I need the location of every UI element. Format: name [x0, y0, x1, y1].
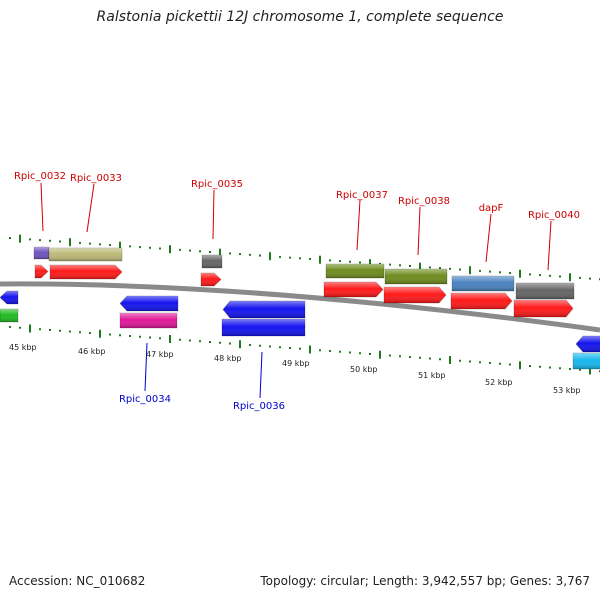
- topology-text: Topology: circular; Length: 3,942,557 bp…: [260, 574, 590, 588]
- gene-block-rpic-0037[interactable]: [325, 263, 385, 279]
- cds-arrow-rpic-0040[interactable]: [513, 299, 574, 318]
- leader-line: [259, 351, 263, 399]
- ruler-label: 53 kbp: [553, 386, 581, 395]
- leader-line: [417, 206, 421, 256]
- ruler-label: 46 kbp: [78, 347, 106, 356]
- leader-line: [485, 213, 492, 263]
- gene-block-rpic-0034[interactable]: [119, 312, 178, 329]
- gene-block-rpic-0035[interactable]: [201, 254, 223, 269]
- gene-label-forward[interactable]: dapF: [479, 203, 504, 214]
- gene-features: [0, 246, 600, 370]
- cds-arrow-left-edge[interactable]: [0, 290, 19, 305]
- lower-ruler-ticks: [9, 324, 600, 375]
- leader-line: [547, 220, 552, 271]
- gene-label-forward[interactable]: Rpic_0035: [191, 179, 243, 190]
- gene-block-rpic-0036[interactable]: [221, 318, 306, 337]
- gene-block-right-edge[interactable]: [572, 352, 600, 370]
- leader-line: [144, 342, 148, 392]
- map-title: Ralstonia pickettii 12J chromosome 1, co…: [96, 9, 504, 25]
- ruler-label: 49 kbp: [282, 359, 310, 368]
- leader-line: [212, 189, 215, 240]
- cds-arrow-dapf[interactable]: [450, 292, 513, 310]
- cds-arrow-rpic-0034[interactable]: [119, 295, 179, 312]
- leader-line: [40, 182, 44, 232]
- gene-block-rpic-0032[interactable]: [33, 246, 50, 260]
- gene-label-reverse[interactable]: Rpic_0036: [233, 401, 285, 412]
- label-leader-lines: [40, 182, 552, 399]
- chromosome-backbone: [0, 281, 600, 333]
- gene-block-rpic-0038[interactable]: [384, 268, 448, 285]
- ruler-labels: 45 kbp 46 kbp 47 kbp 48 kbp 49 kbp 50 kbp 51 k…: [9, 343, 581, 395]
- cds-arrow-rpic-0037[interactable]: [323, 281, 384, 298]
- gene-labels: Rpic_0032 Rpic_0033 Rpic_0035 Rpic_0037 Rpic…: [14, 171, 580, 412]
- ruler-label: 48 kbp: [214, 354, 242, 363]
- ruler-label: 52 kbp: [485, 378, 513, 387]
- cds-arrow-rpic-0033[interactable]: [49, 264, 123, 280]
- ruler-label: 51 kbp: [418, 371, 446, 380]
- ruler-label: 50 kbp: [350, 365, 378, 374]
- gene-label-forward[interactable]: Rpic_0032: [14, 171, 66, 182]
- gene-block-dapf[interactable]: [451, 275, 515, 292]
- gene-label-forward[interactable]: Rpic_0038: [398, 196, 450, 207]
- gene-label-forward[interactable]: Rpic_0033: [70, 173, 122, 184]
- cds-arrow-right-edge[interactable]: [575, 335, 600, 353]
- gene-label-reverse[interactable]: Rpic_0034: [119, 394, 171, 405]
- gene-block-rpic-0033[interactable]: [48, 247, 123, 262]
- ruler-label: 45 kbp: [9, 343, 37, 352]
- gene-label-forward[interactable]: Rpic_0040: [528, 210, 580, 221]
- leader-line: [356, 199, 361, 251]
- ruler-label: 47 kbp: [146, 350, 174, 359]
- gene-block-rpic-0040[interactable]: [515, 282, 575, 300]
- cds-arrow-rpic-0038[interactable]: [383, 286, 447, 304]
- cds-arrow-rpic-0035[interactable]: [200, 272, 222, 287]
- cds-arrow-rpic-0032[interactable]: [34, 264, 49, 279]
- gene-label-forward[interactable]: Rpic_0037: [336, 190, 388, 201]
- gene-block-left-edge[interactable]: [0, 308, 19, 323]
- accession-text: Accession: NC_010682: [9, 574, 146, 588]
- leader-line: [86, 183, 95, 233]
- cds-arrow-rpic-0036[interactable]: [222, 300, 306, 319]
